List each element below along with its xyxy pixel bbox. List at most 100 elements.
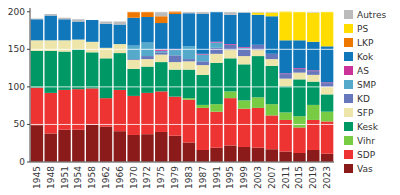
bar-segment <box>307 75 319 82</box>
x-tick-label: 2019 <box>308 166 318 189</box>
bar-segment <box>127 96 139 135</box>
bar-segment <box>293 116 305 127</box>
bar-segment <box>252 97 264 108</box>
bar-segment <box>86 52 98 88</box>
bar-segment <box>279 74 291 75</box>
bar-segment <box>307 13 319 42</box>
bar-segment <box>127 135 139 162</box>
bar-segment <box>183 98 195 100</box>
bar-segment <box>197 150 209 162</box>
bar-segment <box>31 88 43 126</box>
bar-segment <box>197 108 209 150</box>
legend-label: SDP <box>357 150 376 160</box>
bar-segment <box>114 22 126 25</box>
bar-segment <box>238 64 250 100</box>
bar-segment <box>141 12 153 17</box>
x-tick-label: 1972 <box>142 166 152 189</box>
bar-segment <box>58 40 70 51</box>
bar-segment <box>210 104 222 112</box>
x-tick-label: 2003 <box>253 166 263 189</box>
bar-segment <box>197 61 209 65</box>
bar-segment <box>252 13 264 15</box>
bar-segment <box>141 17 153 43</box>
bar-segment <box>210 112 222 148</box>
bar-segment <box>293 73 305 80</box>
y-tick <box>27 86 30 87</box>
bar-segment <box>279 11 291 12</box>
legend-label: Kok <box>357 52 374 62</box>
bar-segment <box>100 127 112 162</box>
bar-segment <box>141 67 153 93</box>
bar-segment <box>293 79 305 116</box>
bar-segment <box>72 22 84 40</box>
x-tick-label: 1958 <box>87 166 97 189</box>
bar-segment <box>58 19 70 40</box>
bar-segment <box>321 46 333 82</box>
legend-swatch <box>344 10 353 19</box>
bar-segment <box>100 24 112 48</box>
bar-segment <box>293 12 305 41</box>
legend-swatch <box>344 94 353 103</box>
bar-segment <box>31 19 43 20</box>
bar-segment <box>100 58 112 98</box>
bar-segment <box>58 18 70 20</box>
bar-segment <box>266 66 278 104</box>
bar-segment <box>321 112 333 122</box>
bar-segment <box>183 100 195 143</box>
x-tick-label: 1987 <box>198 166 208 189</box>
legend-label: LKP <box>357 38 374 48</box>
bar-segment <box>321 154 333 162</box>
bar-segment <box>252 56 264 97</box>
bar-segment <box>293 68 305 69</box>
bar-segment <box>307 71 319 75</box>
bar-segment <box>238 100 250 108</box>
bar-segment <box>127 46 139 60</box>
bar-segment <box>238 13 250 48</box>
bar-segment <box>252 15 264 45</box>
legend-swatch <box>344 66 353 75</box>
bar-segment <box>169 136 181 162</box>
bar-segment <box>197 105 209 108</box>
legend-label: Vihr <box>357 136 375 146</box>
bar-segment <box>197 14 209 54</box>
bar-segment <box>197 55 209 62</box>
bar-segment <box>86 42 98 53</box>
legend-label: SFP <box>357 108 374 118</box>
bar-segment <box>45 14 57 16</box>
grid-line <box>30 86 334 87</box>
bar-segment <box>155 52 167 54</box>
bar-segment <box>31 125 43 162</box>
bar-segment <box>224 12 236 15</box>
bar-segment <box>279 151 291 162</box>
y-tick-label: 100 <box>8 82 25 92</box>
y-tick-label: 150 <box>8 44 25 54</box>
legend-swatch <box>344 80 353 89</box>
x-tick-label: 1962 <box>101 166 111 189</box>
y-tick-label: 200 <box>8 7 25 17</box>
x-tick-label: 2011 <box>281 166 291 189</box>
x-tick-label: 1999 <box>239 166 249 189</box>
bar-segment <box>100 98 112 127</box>
bar-segment <box>183 61 195 69</box>
bar-segment <box>224 58 236 91</box>
legend-swatch <box>344 108 353 117</box>
x-axis <box>30 162 334 163</box>
bar-segment <box>72 49 84 89</box>
legend-swatch <box>344 150 353 159</box>
bar-segment <box>114 90 126 131</box>
legend-swatch <box>344 24 353 33</box>
bar-segment <box>293 40 305 68</box>
bar-segment <box>127 12 139 18</box>
bar-segment <box>72 40 84 50</box>
bar-segment <box>169 97 181 136</box>
bar-segment <box>307 42 319 71</box>
bar-segment <box>72 89 84 130</box>
bar-segment <box>279 40 291 73</box>
legend-label: SMP <box>357 80 376 90</box>
x-tick-label: 1975 <box>156 166 166 189</box>
chart: 0501001502001945194819511954195819621966… <box>0 0 400 195</box>
bar-segment <box>31 51 43 88</box>
bar-segment <box>155 23 167 49</box>
bar-segment <box>155 55 167 63</box>
bar-segment <box>141 56 153 59</box>
